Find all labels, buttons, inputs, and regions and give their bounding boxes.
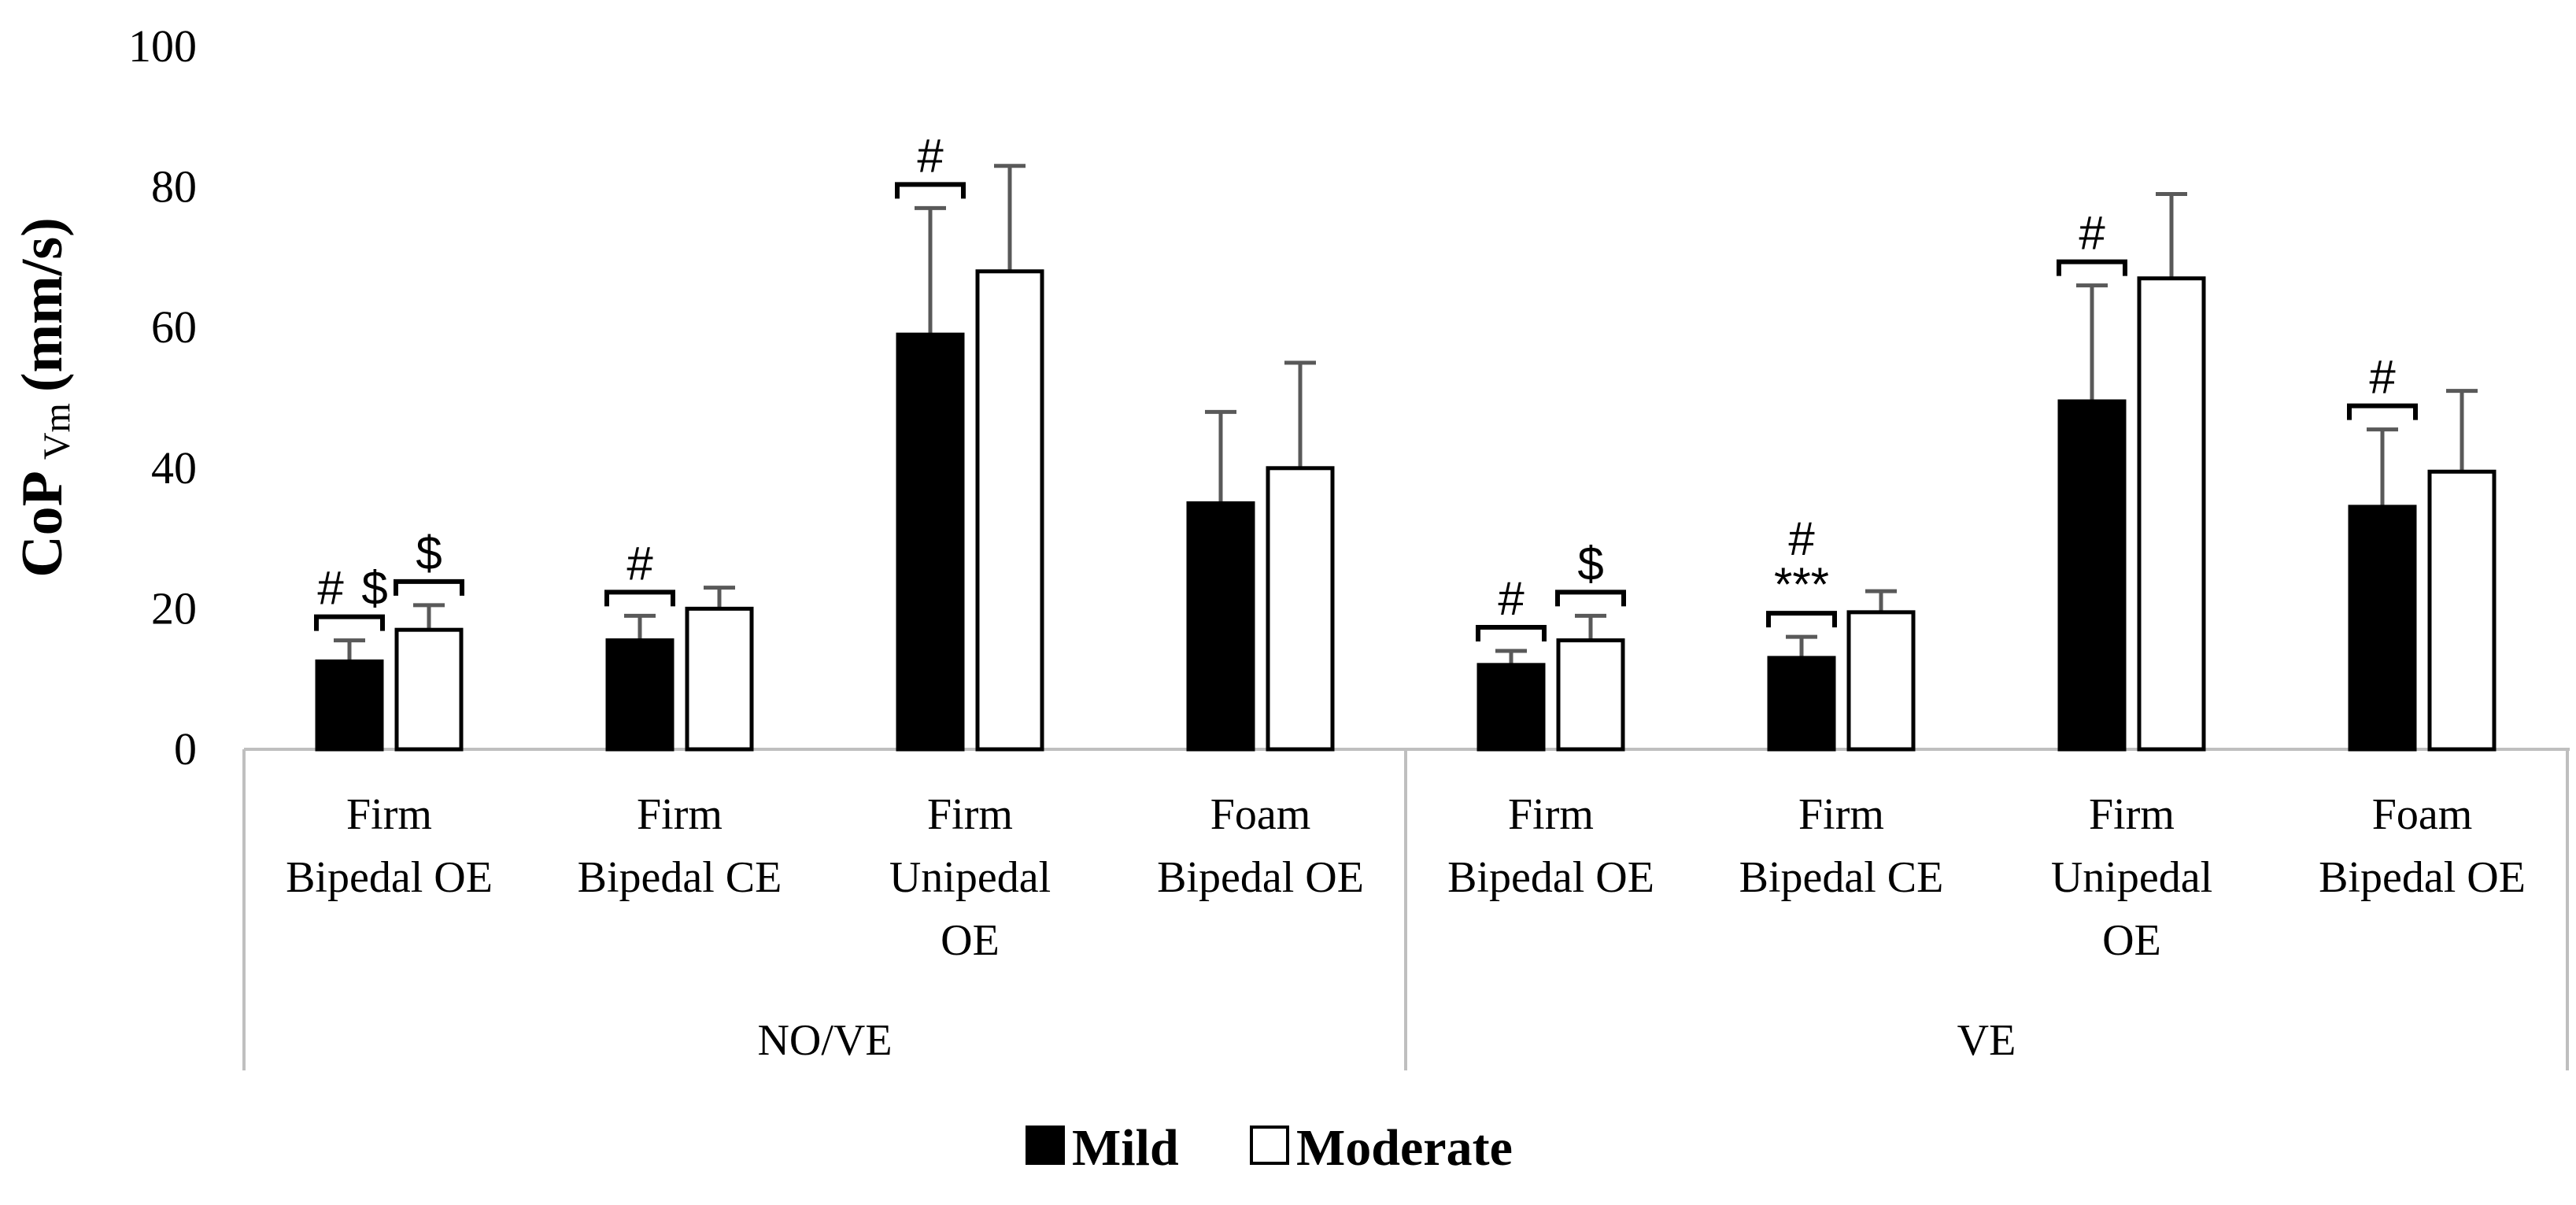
significance-symbol: # [626,537,653,590]
y-tick-label: 100 [128,20,197,72]
y-tick-label: 60 [151,301,197,353]
category-label: OE [2102,916,2161,965]
bar-mild [896,332,965,752]
bar-mild [315,659,384,752]
significance-bracket [1476,624,1547,641]
category-label: Bipedal CE [578,853,782,902]
significance-annotations: # $$ ###$ ***### [314,129,2418,641]
significance-bracket [1555,590,1626,607]
bar-moderate [975,269,1044,752]
significance-symbol: # [1788,512,1815,565]
group-label: VE [1957,1016,2016,1065]
bar-mild [605,638,674,752]
category-label: Firm [927,790,1013,839]
bar-moderate [2427,469,2497,752]
category-labels: Firm Bipedal OE Firm Bipedal CE Firm Unipedal… [286,790,2526,1065]
category-label: Bipedal OE [1157,853,1364,902]
category-label: Foam [2372,790,2473,839]
significance-symbol: *** [1774,558,1829,611]
significance-bracket [314,614,385,631]
bar-mild [2348,505,2417,752]
bar-mild [1476,663,1546,752]
significance-symbol: $ [361,562,387,615]
y-axis-label: CoPVm(mm/s) [10,217,78,578]
bar-moderate [685,606,754,752]
significance-bracket [2057,259,2127,276]
category-label: Firm [1508,790,1594,839]
significance-bracket [1766,611,1837,628]
significance-bracket [895,182,966,199]
significance-bracket [604,590,675,607]
group-label: NO/VE [757,1016,892,1065]
category-label: Bipedal OE [2319,853,2526,902]
category-label: Bipedal CE [1739,853,1944,902]
significance-bracket [2347,403,2418,420]
y-tick-label: 20 [151,582,197,634]
legend-swatch-mild [1026,1126,1065,1165]
bars [315,164,2497,752]
y-tick-label: 40 [151,442,197,493]
bar-mild [2057,399,2127,752]
bar-moderate [1846,610,1916,752]
bar-mild [1767,656,1836,752]
significance-symbol: $ [1577,537,1603,590]
y-tick-label: 0 [174,723,197,774]
significance-symbol: # [2079,207,2105,260]
bar-mild [1186,501,1255,752]
legend-swatch-moderate [1250,1126,1289,1165]
category-label: Unipedal [889,853,1051,902]
category-label: Unipedal [2051,853,2212,902]
y-tick-label: 80 [151,161,197,213]
legend: Mild Moderate [1026,1119,1513,1177]
category-label: Bipedal OE [286,853,493,902]
significance-symbol: $ [416,527,442,579]
category-label: OE [941,916,1000,965]
category-label: Firm [2089,790,2175,839]
legend-label-moderate: Moderate [1296,1119,1513,1177]
significance-symbol: # [917,129,944,182]
bar-moderate [1266,466,1335,752]
bar-moderate [2137,276,2206,752]
significance-symbol: # [2369,351,2396,404]
category-label: Firm [346,790,432,839]
bar-moderate [394,627,464,752]
significance-symbol: # [1498,572,1525,625]
category-label: Foam [1210,790,1311,839]
legend-label-mild: Mild [1072,1119,1179,1177]
category-label: Firm [637,790,723,839]
significance-symbol: # [317,562,344,615]
category-label: Bipedal OE [1447,853,1654,902]
bar-moderate [1556,638,1625,752]
category-label: Firm [1798,790,1884,839]
significance-bracket [394,578,464,596]
